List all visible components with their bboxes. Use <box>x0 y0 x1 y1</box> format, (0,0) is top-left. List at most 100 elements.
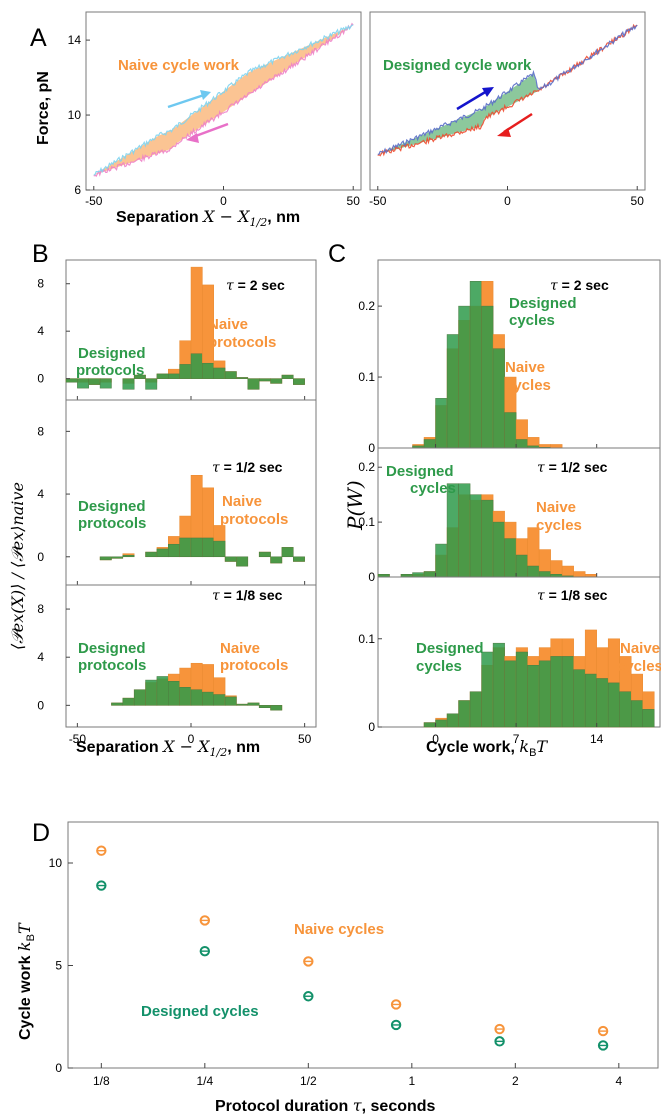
designed-bar <box>145 679 158 706</box>
designed-bar <box>156 676 169 706</box>
designed-bar <box>281 547 294 558</box>
designed-bar <box>469 281 482 449</box>
x-tick-label: 50 <box>631 194 645 208</box>
designed-bar <box>224 696 237 706</box>
designed-bar <box>469 494 482 578</box>
designed-bar <box>202 691 214 706</box>
designed-bar <box>190 689 203 706</box>
designed-bar <box>538 571 551 578</box>
designed-bar <box>281 374 294 379</box>
y-tick-label: 4 <box>37 487 44 501</box>
naive-point <box>494 1023 505 1035</box>
designed-bar <box>236 703 249 706</box>
designed-point <box>390 1019 402 1031</box>
y-tick-label: 6 <box>74 183 81 197</box>
y-tick-label: 10 <box>68 108 82 122</box>
b1-naive-label-1: Naive <box>208 316 248 333</box>
y-tick-label: 8 <box>37 424 44 438</box>
designed-bar <box>258 705 271 708</box>
x-tick-label: 50 <box>298 732 312 746</box>
x-tick-label: 14 <box>590 732 604 746</box>
designed-bar <box>122 378 135 390</box>
c-subplot-1: 0 0.1 0.2 <box>358 447 661 584</box>
b1-designed-label-2: protocols <box>76 362 144 379</box>
y-tick-label: 0 <box>55 1061 62 1075</box>
c-plot: 00.10.200.10.200.10 7 14 <box>358 259 661 746</box>
work-area <box>93 25 354 176</box>
c-tau-half: τ = 1/2 sec <box>537 459 608 476</box>
designed-bar <box>435 543 448 578</box>
force-trace-reverse <box>377 23 638 157</box>
designed-point <box>494 1036 505 1047</box>
designed-bar <box>258 551 271 558</box>
designed-bar <box>412 572 425 578</box>
designed-bar <box>481 651 494 728</box>
designed-bar <box>293 556 305 562</box>
c-tau-2: τ = 2 sec <box>550 277 609 294</box>
designed-bar <box>99 556 112 561</box>
designed-bar <box>247 702 260 706</box>
panel-d: D 1/8 1/4 1/2 1 2 4 0 5 10 Cycle work kBT Protoc… <box>15 819 659 1115</box>
designed-bar <box>156 373 169 379</box>
c1-naive-label-1: Naive <box>505 359 545 376</box>
naive-cycle-work-label: Naive cycle work <box>118 57 240 74</box>
c3-designed-label-1: Designed <box>416 640 484 657</box>
x-tick-label: 4 <box>615 1074 622 1088</box>
b-xlabel: Separation X − X1/2, nm <box>76 737 260 759</box>
designed-point <box>96 880 107 891</box>
designed-point <box>597 1040 609 1051</box>
designed-bar <box>492 348 505 449</box>
y-tick-label: 4 <box>37 650 44 664</box>
b3-designed-label-2: protocols <box>78 657 146 674</box>
panel-a-letter: A <box>30 24 47 52</box>
designed-bar <box>145 551 158 558</box>
designed-point <box>303 991 314 1002</box>
y-tick-label: 0 <box>368 570 375 584</box>
designed-bar <box>481 499 494 578</box>
c-xlabel: Cycle work, kBT <box>426 737 548 759</box>
designed-bar <box>481 305 494 449</box>
designed-bar <box>504 412 517 449</box>
b-subplot-2: 0 4 8 <box>37 584 317 728</box>
designed-bar <box>515 651 528 728</box>
designed-bar <box>527 664 540 728</box>
naive-bar <box>561 565 574 578</box>
designed-cycle-work-label: Designed cycle work <box>383 57 532 74</box>
b-ylabel: ⟨𝒫ex(X)⟩ / ⟨𝒫ex⟩naive <box>8 482 27 650</box>
a-left-plot: -50 0 50 6 10 14 <box>68 22 360 208</box>
designed-bar <box>458 483 471 578</box>
a-xlabel: Separation X − X1/2, nm <box>116 207 300 229</box>
designed-bar <box>111 556 124 559</box>
panel-d-frame <box>67 821 659 1069</box>
panel-d-letter: D <box>32 819 50 847</box>
designed-bar <box>202 537 214 558</box>
a-right-plot: -50 0 50 <box>369 23 645 208</box>
designed-bar <box>538 660 551 728</box>
b2-designed-label-1: Designed <box>78 498 146 515</box>
designed-bar <box>190 353 203 379</box>
x-tick-label: -50 <box>69 732 87 746</box>
designed-bar <box>446 483 459 578</box>
y-tick-label: 14 <box>68 33 82 47</box>
designed-bar <box>270 378 283 384</box>
designed-bar <box>515 554 528 578</box>
designed-bar <box>179 687 192 706</box>
y-tick-label: 0 <box>37 372 44 386</box>
c2-naive-label-2: cycles <box>536 517 582 534</box>
designed-bar <box>77 378 89 389</box>
panel-c: C 00.10.200.10.200.10 7 14 P(W) Cycle work… <box>328 240 661 759</box>
y-tick-label: 0 <box>37 550 44 564</box>
designed-bar <box>65 378 78 383</box>
y-tick-label: 0.2 <box>358 460 375 474</box>
arrow-up-blue <box>456 87 494 111</box>
designed-bar <box>168 543 180 558</box>
designed-bar <box>458 305 471 449</box>
designed-bar <box>630 700 643 728</box>
designed-bar <box>270 556 283 564</box>
designed-bar <box>469 691 482 728</box>
designed-bar <box>550 656 563 728</box>
designed-bar <box>247 378 260 390</box>
x-tick-label: 1/4 <box>196 1074 213 1088</box>
panel-c-letter: C <box>328 240 346 268</box>
